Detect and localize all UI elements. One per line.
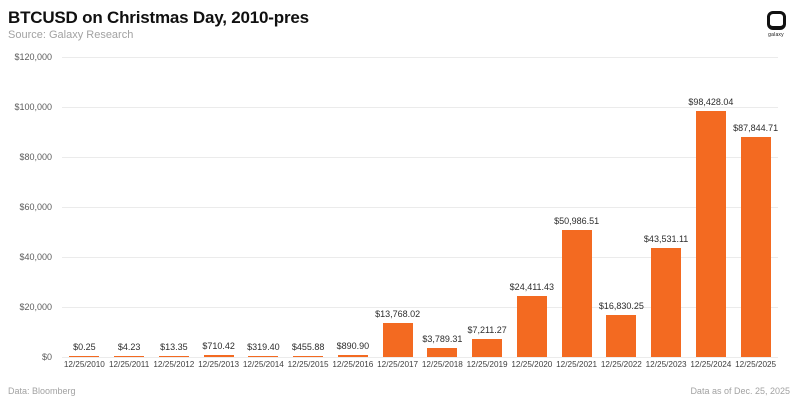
- x-axis-tick-label: 12/25/2016: [332, 360, 374, 369]
- bar: [740, 137, 771, 357]
- x-axis-tick-label: 12/25/2013: [198, 360, 240, 369]
- bar-value-label: $13.35: [160, 341, 188, 352]
- bar-slot: $13,768.02 12/25/2017: [375, 57, 421, 369]
- x-axis-tick-label: 12/25/2010: [63, 360, 105, 369]
- x-axis-tick-label: 12/25/2015: [287, 360, 329, 369]
- bar-slot: $13.35 12/25/2012: [152, 57, 197, 369]
- y-axis-tick-label: $60,000: [19, 202, 52, 212]
- x-axis-tick-label: 12/25/2014: [242, 360, 284, 369]
- bar-value-label: $13,768.02: [375, 308, 421, 319]
- bar: [114, 355, 145, 357]
- bar: [203, 355, 234, 357]
- bar-slot: $710.42 12/25/2013: [196, 57, 241, 369]
- bar: [606, 314, 637, 357]
- x-axis-tick-label: 12/25/2024: [690, 360, 732, 369]
- bar-slot: $87,844.71 12/25/2025: [733, 57, 779, 369]
- bar-slot: $50,986.51 12/25/2021: [554, 57, 600, 369]
- bar-slot: $3,789.31 12/25/2018: [420, 57, 465, 369]
- bar-value-label: $710.42: [202, 341, 235, 352]
- bar-slot: $4.23 12/25/2011: [107, 57, 152, 369]
- bar-value-label: $43,531.11: [643, 234, 689, 245]
- bar-value-label: $7,211.27: [467, 324, 507, 335]
- bar: [427, 347, 458, 357]
- bar: [651, 248, 682, 357]
- bar: [472, 338, 503, 357]
- bar-value-label: $319.40: [247, 341, 280, 352]
- bar-slot: $0.25 12/25/2010: [62, 57, 107, 369]
- bar-value-label: $890.90: [336, 340, 370, 351]
- y-axis-tick-label: $100,000: [14, 102, 52, 112]
- galaxy-logo: galaxy: [764, 11, 788, 38]
- bar-slot: $98,428.04 12/25/2024: [688, 57, 734, 369]
- bar-value-label: $24,411.43: [509, 281, 555, 292]
- bar-slot: $455.88 12/25/2015: [286, 57, 331, 369]
- gridline: [62, 106, 778, 108]
- x-axis-tick-label: 12/25/2023: [645, 360, 687, 369]
- y-axis-tick-label: $80,000: [19, 152, 52, 162]
- data-as-of-note: Data as of Dec. 25, 2025: [690, 386, 790, 396]
- bar: [293, 355, 324, 357]
- x-axis-tick-label: 12/25/2011: [108, 360, 150, 369]
- y-axis-tick-label: $120,000: [14, 52, 52, 62]
- gridline: [62, 156, 778, 158]
- bar-value-label: $0.25: [73, 341, 96, 352]
- bar: [69, 355, 100, 357]
- gridline: [62, 256, 778, 258]
- gridline: [62, 306, 778, 308]
- bar-slot: $43,531.11 12/25/2023: [643, 57, 689, 369]
- bar-slot: $16,830.25 12/25/2022: [598, 57, 644, 369]
- x-axis-tick-label: 12/25/2012: [153, 360, 195, 369]
- bar: [695, 110, 726, 357]
- x-axis-tick-label: 12/25/2021: [556, 360, 598, 369]
- x-axis-tick-label: 12/25/2022: [600, 360, 642, 369]
- y-axis-tick-label: $20,000: [19, 302, 52, 312]
- y-axis-tick-label: $0: [41, 352, 52, 362]
- bar-value-label: $87,844.71: [733, 123, 779, 134]
- bar-value-label: $50,986.51: [554, 215, 600, 226]
- bar-value-label: $455.88: [291, 341, 325, 352]
- bar-slot: $890.90 12/25/2016: [331, 57, 376, 369]
- data-attribution: Data: Bloomberg: [8, 386, 76, 396]
- bar: [248, 355, 279, 357]
- galaxy-logo-icon: [766, 11, 786, 30]
- bar: [337, 354, 368, 357]
- bar: [158, 355, 189, 357]
- bar-value-label: $3,789.31: [422, 333, 463, 344]
- bar-value-label: $4.23: [117, 341, 141, 352]
- bar-value-label: $16,830.25: [598, 300, 644, 311]
- x-axis-tick-label: 12/25/2025: [735, 360, 777, 369]
- page-title: BTCUSD on Christmas Day, 2010-pres: [8, 8, 309, 27]
- x-axis-tick-label: 12/25/2017: [377, 360, 419, 369]
- bar: [561, 229, 592, 357]
- x-axis-tick-label: 12/25/2019: [466, 360, 508, 369]
- y-axis-tick-label: $40,000: [19, 252, 52, 262]
- galaxy-logo-label: galaxy: [768, 32, 784, 38]
- bar: [382, 322, 413, 357]
- plot-area: $0.25 12/25/2010 $4.23 12/25/2011 $13.35 12/2…: [62, 56, 779, 369]
- bar-series: $0.25 12/25/2010 $4.23 12/25/2011 $13.35 12/2…: [62, 57, 779, 369]
- bar-slot: $319.40 12/25/2014: [241, 57, 286, 369]
- bar-slot: $7,211.27 12/25/2019: [465, 57, 510, 369]
- bar: [516, 295, 547, 357]
- x-axis-tick-label: 12/25/2020: [511, 360, 553, 369]
- gridline: [62, 56, 778, 58]
- x-axis-tick-label: 12/25/2018: [421, 360, 463, 369]
- bar-slot: $24,411.43 12/25/2020: [509, 57, 555, 369]
- y-axis: $0 $20,000 $40,000 $60,000 $80,000 $100,000 $1…: [0, 52, 56, 362]
- gridline: [62, 356, 778, 358]
- gridline: [62, 206, 778, 208]
- chart-subtitle-source: Source: Galaxy Research: [8, 29, 134, 41]
- bar-value-label: $98,428.04: [688, 96, 734, 107]
